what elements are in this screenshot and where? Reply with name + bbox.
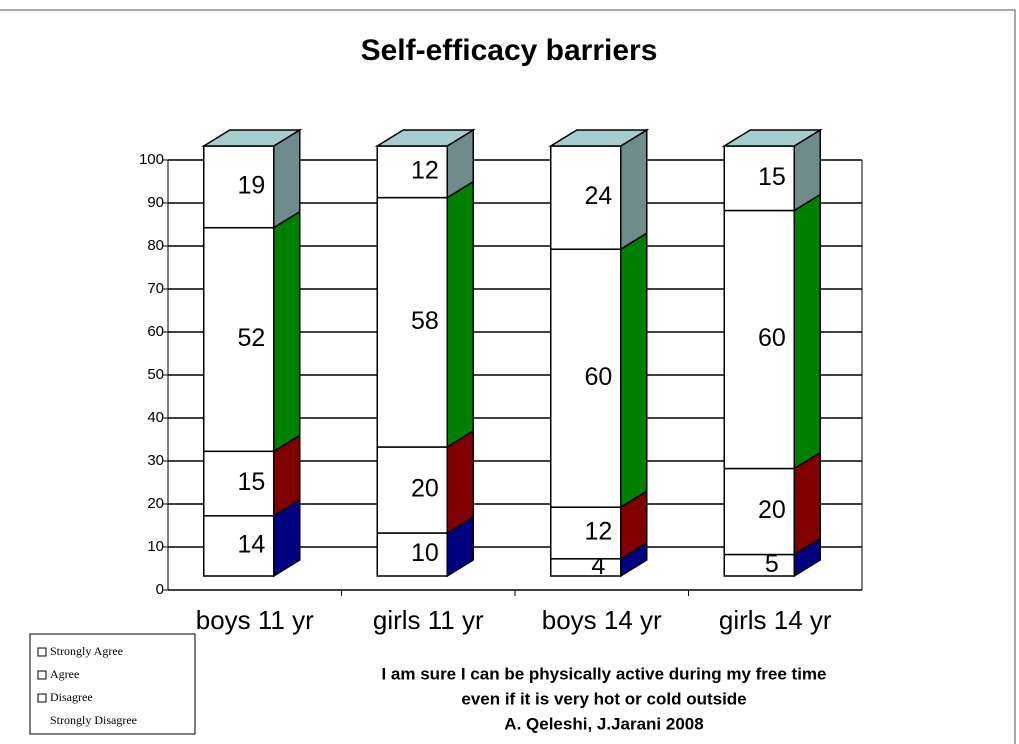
bar-front	[723, 209, 795, 470]
bar-front	[550, 145, 622, 250]
bar-front	[203, 226, 275, 453]
y-tick-label: 30	[147, 452, 164, 469]
bar-side	[446, 180, 474, 449]
legend-swatch	[37, 670, 47, 680]
data-label: 52	[237, 324, 265, 352]
data-label: 60	[584, 363, 612, 391]
bar-top	[548, 129, 650, 147]
bar-top	[721, 129, 823, 147]
legend-label: Agree	[50, 667, 79, 681]
y-tick-label: 100	[139, 151, 164, 168]
legend-label: Strongly Disagree	[50, 713, 137, 727]
data-label: 10	[411, 539, 439, 567]
data-label: 12	[411, 156, 439, 184]
data-label: 60	[758, 324, 786, 352]
legend-label: Strongly Agree	[50, 644, 123, 658]
page-frame	[0, 9, 1016, 744]
data-label: 20	[411, 475, 439, 503]
data-label: 24	[584, 182, 612, 210]
data-label: 19	[237, 171, 265, 199]
annotation: I am sure I can be physically active dur…	[381, 664, 826, 683]
y-tick-label: 80	[147, 237, 164, 254]
bar-front	[723, 553, 795, 577]
bar-side	[273, 210, 301, 453]
bar-front	[550, 248, 622, 508]
y-tick-label: 20	[147, 495, 164, 512]
x-tick-label: boys 14 yr	[542, 605, 662, 635]
y-tick-label: 40	[147, 409, 164, 426]
y-tick-label: 50	[147, 366, 164, 383]
y-tick-label: 10	[147, 538, 164, 555]
bar-side	[446, 429, 474, 535]
data-label: 58	[411, 307, 439, 335]
annotation: A. Qeleshi, J.Jarani 2008	[504, 714, 703, 733]
y-tick-label: 90	[147, 194, 164, 211]
y-tick-label: 0	[156, 581, 164, 598]
annotation: even if it is very hot or cold outside	[461, 689, 746, 708]
y-tick-label: 60	[147, 323, 164, 340]
x-tick-label: girls 11 yr	[373, 605, 484, 635]
legend-label: Disagree	[50, 690, 93, 704]
legend-swatch	[37, 693, 47, 703]
chart-title: Self-efficacy barriers	[361, 34, 658, 67]
y-tick-label: 70	[147, 280, 164, 297]
data-label: 12	[584, 518, 612, 546]
bar-side	[793, 193, 821, 470]
bar-side	[793, 451, 821, 556]
bar-top	[374, 129, 476, 147]
bar-top	[201, 129, 303, 147]
data-label: 5	[765, 550, 779, 578]
data-label: 20	[758, 496, 786, 524]
legend-swatch	[37, 647, 47, 657]
bar-front	[550, 558, 622, 577]
bar-front	[723, 467, 795, 556]
legend-box	[29, 633, 196, 735]
x-tick-label: boys 11 yr	[196, 605, 314, 635]
data-label: 15	[758, 163, 786, 191]
data-label: 15	[237, 468, 265, 496]
bar-side	[273, 128, 301, 230]
bar-side	[620, 128, 648, 251]
bar-side	[620, 231, 648, 509]
bar-front	[550, 506, 622, 560]
x-tick-label: girls 14 yr	[719, 605, 832, 635]
data-label: 14	[237, 531, 265, 559]
